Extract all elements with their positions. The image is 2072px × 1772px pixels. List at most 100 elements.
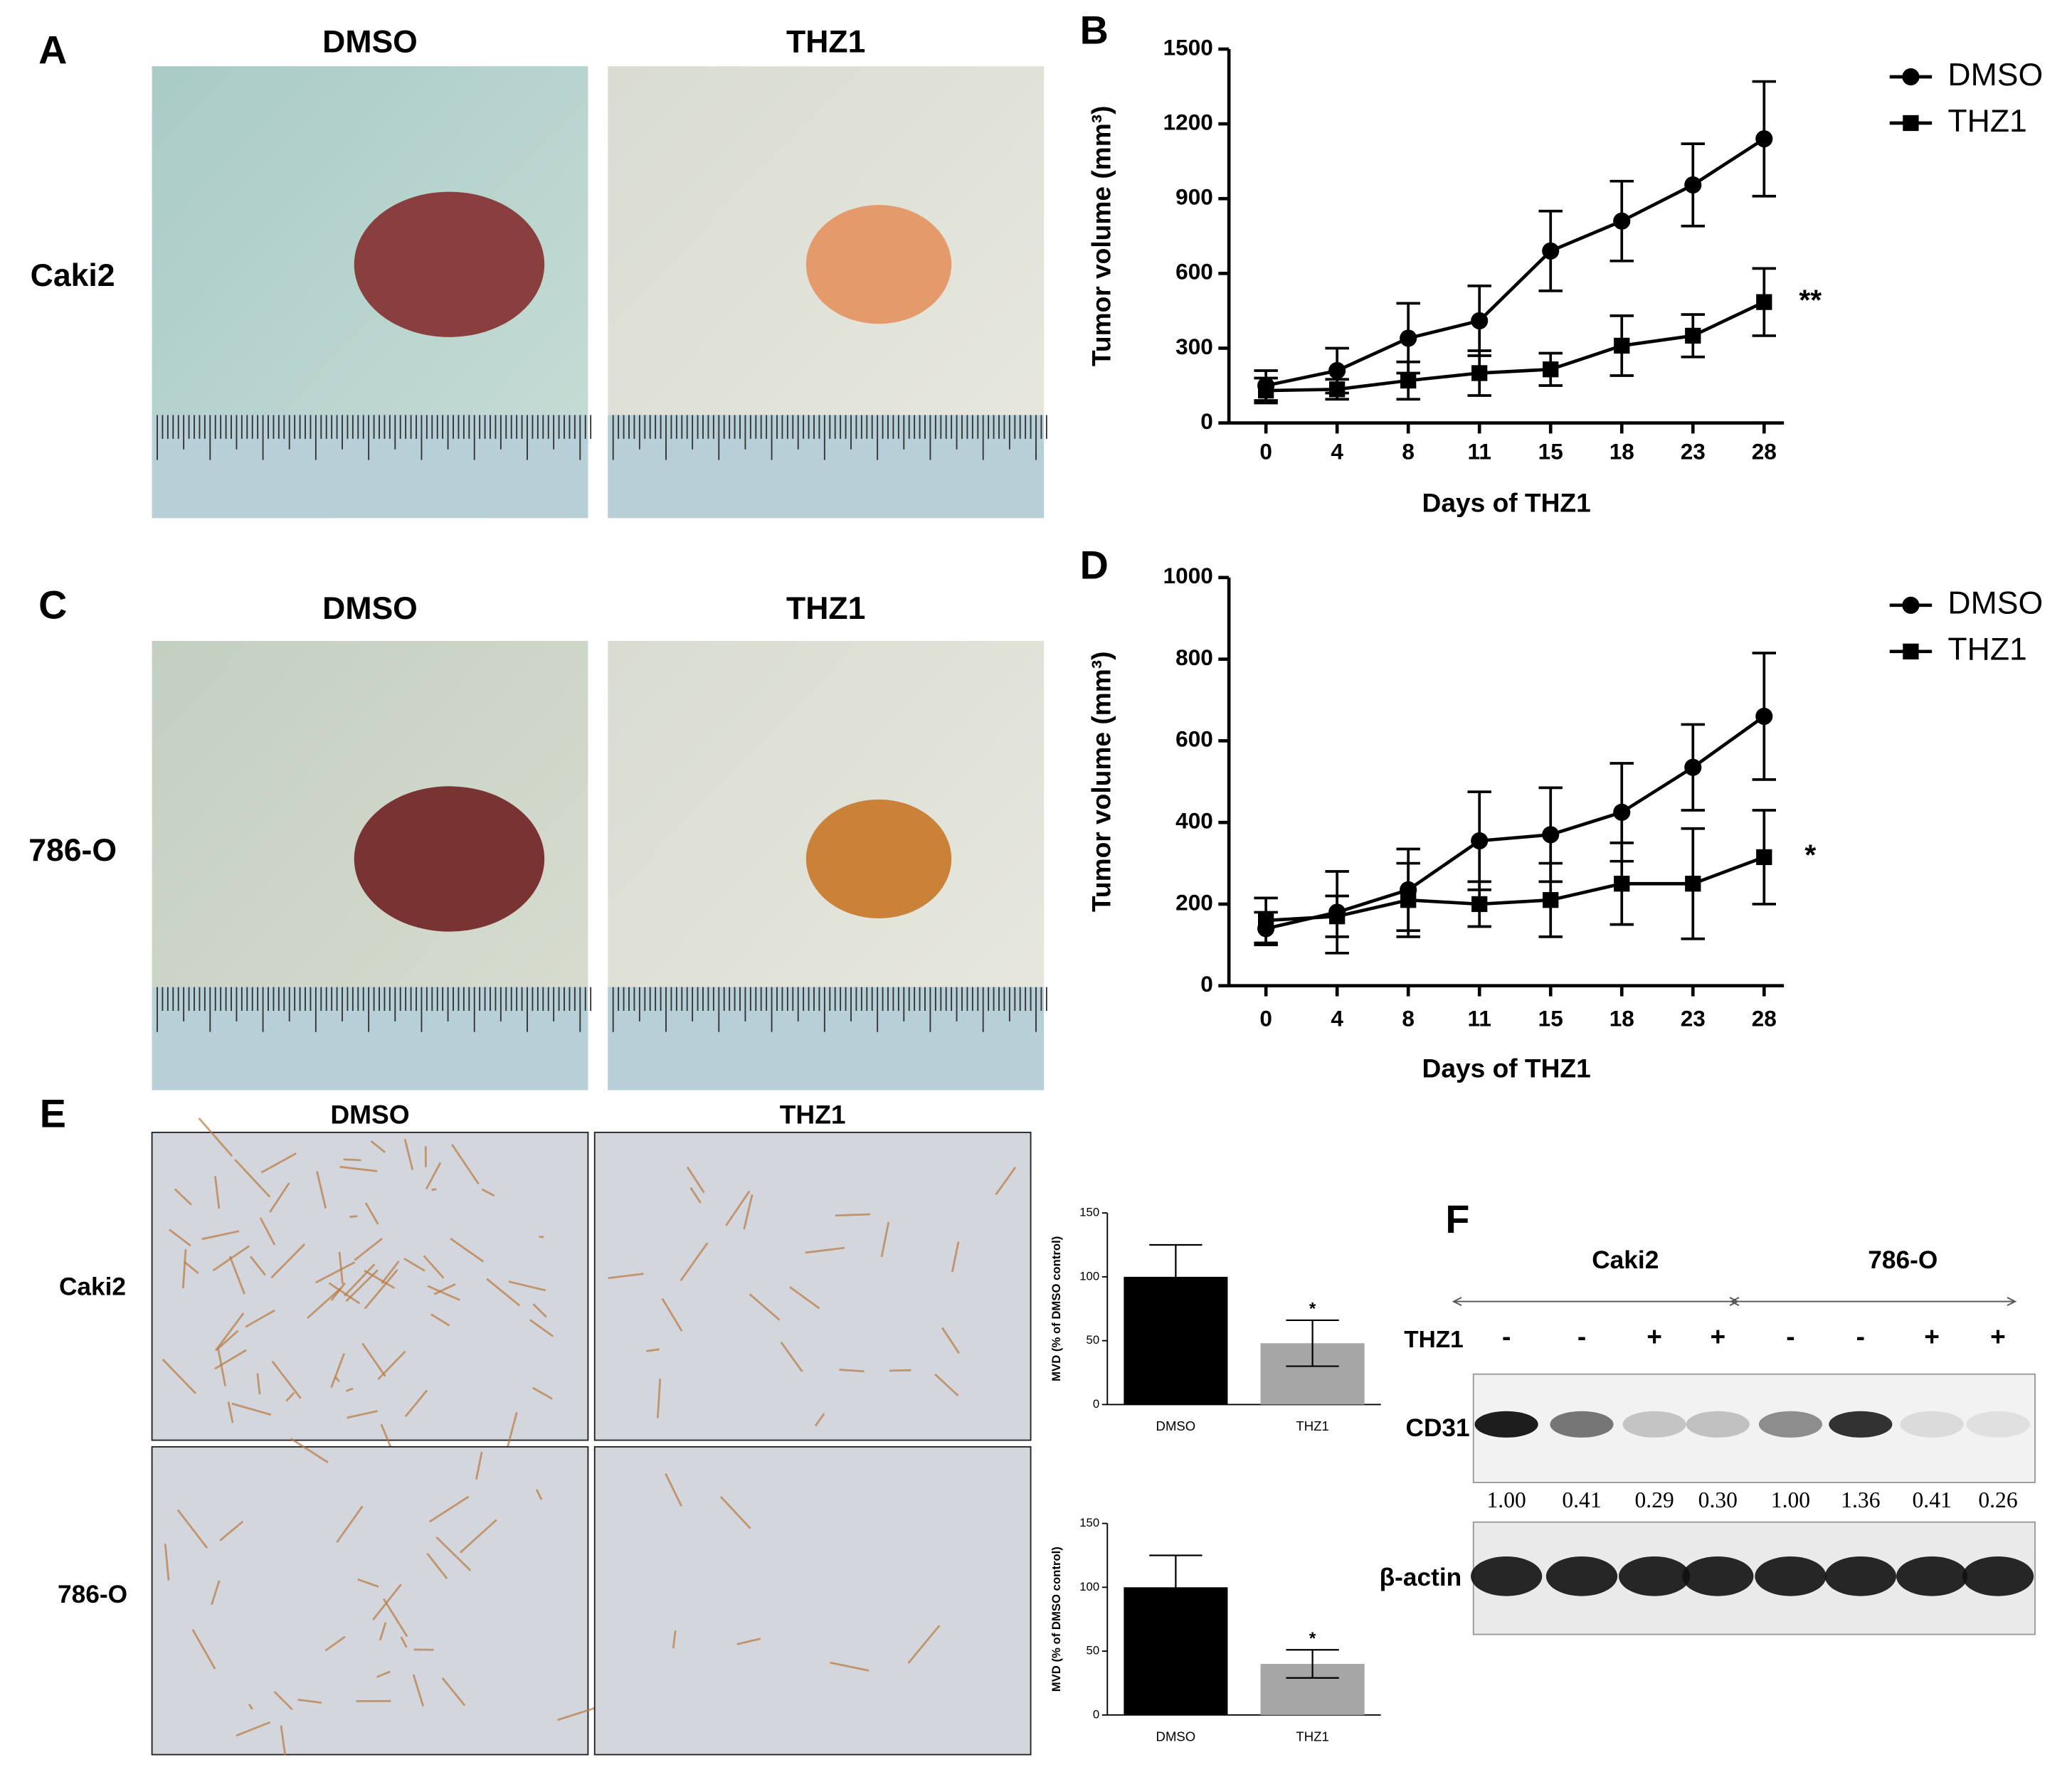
marker: [1258, 912, 1274, 929]
band-actin: [1824, 1556, 1896, 1596]
treatment-sign: +: [1990, 1321, 2006, 1351]
stain: [357, 1578, 379, 1588]
stain: [377, 1350, 406, 1381]
stain: [174, 1188, 192, 1206]
stain: [338, 1251, 344, 1285]
stain: [423, 1255, 445, 1279]
stain: [354, 1238, 383, 1261]
panel-label: F: [1445, 1197, 1469, 1241]
stain: [270, 1243, 306, 1279]
stain: [665, 1473, 682, 1507]
x-tick-label: 23: [1681, 439, 1706, 465]
stain: [191, 1628, 216, 1670]
stain: [345, 1269, 379, 1303]
x-tick-label: 11: [1468, 1005, 1491, 1031]
ruler: [608, 415, 1045, 519]
marker: [1543, 892, 1559, 908]
band-actin: [1896, 1556, 1968, 1596]
marker: [1329, 381, 1346, 398]
stain: [227, 1401, 234, 1423]
row-label: Caki2: [59, 1273, 126, 1300]
stain: [450, 1238, 485, 1263]
stain: [430, 1313, 450, 1327]
stain: [259, 1217, 276, 1246]
error-bar: [1149, 1554, 1202, 1620]
ihc-image: [151, 1131, 589, 1441]
stain: [686, 1166, 705, 1194]
stain: [339, 1165, 378, 1172]
stain: [661, 1298, 683, 1332]
stain: [372, 1583, 402, 1620]
stain: [689, 1187, 702, 1204]
stain: [814, 1413, 825, 1427]
column-header: DMSO: [322, 591, 418, 626]
error-bar: [1149, 1243, 1202, 1310]
stain: [231, 1402, 272, 1416]
legend-label: THZ1: [1947, 632, 2026, 667]
stain: [433, 1283, 456, 1295]
y-tick-label: 900: [1175, 184, 1213, 210]
stain: [216, 1330, 239, 1351]
marker: [1258, 382, 1274, 399]
y-tick-label: 50: [1087, 1333, 1100, 1347]
band-actin: [1619, 1556, 1691, 1596]
series-line: [1266, 855, 1765, 923]
quantification: 1.00: [1771, 1487, 1810, 1512]
stain: [316, 1171, 327, 1209]
stain: [557, 1707, 597, 1721]
stain: [211, 1580, 221, 1606]
y-tick-label: 1500: [1163, 34, 1213, 60]
x-tick-label: 4: [1331, 439, 1343, 465]
legend-label: DMSO: [1947, 586, 2043, 621]
marker: [1471, 896, 1488, 913]
legend-marker: [1902, 68, 1920, 86]
y-tick-label: 200: [1175, 889, 1213, 915]
y-tick-label: 600: [1175, 259, 1213, 285]
band-cd31: [1758, 1411, 1822, 1438]
stain: [234, 1159, 271, 1198]
stain: [245, 1309, 275, 1328]
stain: [508, 1280, 546, 1292]
stain: [198, 1117, 233, 1157]
y-tick-label: 150: [1079, 1516, 1099, 1529]
stain: [951, 1241, 960, 1273]
stain: [428, 1495, 470, 1523]
stain: [285, 1391, 295, 1402]
tumor: [354, 191, 545, 337]
row-label: 786-O: [28, 833, 117, 868]
treatment-sign: -: [1786, 1321, 1794, 1351]
stain: [736, 1638, 761, 1645]
marker: [1329, 908, 1346, 925]
y-axis-title: Tumor volume (mm³): [1087, 652, 1116, 912]
stain: [290, 1438, 329, 1463]
annotation: **: [1799, 283, 1822, 316]
y-axis-title: Tumor volume (mm³): [1087, 106, 1116, 366]
marker: [1400, 892, 1417, 908]
legend-marker: [1903, 643, 1919, 659]
stain: [228, 1256, 245, 1295]
stain: [426, 1552, 448, 1579]
stain: [404, 1389, 428, 1418]
stain: [380, 1423, 393, 1451]
series-line: [1265, 137, 1765, 388]
marker: [1328, 361, 1346, 380]
tumor: [805, 799, 952, 918]
stain: [725, 1190, 751, 1226]
stain: [214, 1176, 221, 1209]
marker: [1542, 242, 1560, 260]
stain: [645, 1348, 660, 1352]
band-cd31: [1474, 1411, 1538, 1438]
error-bar: [1286, 1319, 1339, 1367]
annotation: *: [1309, 1299, 1316, 1318]
x-tick-label: 15: [1538, 1005, 1563, 1031]
legend-label: DMSO: [1947, 58, 2043, 92]
x-tick-label: 4: [1331, 1005, 1343, 1031]
y-tick-label: 1000: [1163, 563, 1213, 588]
stain: [486, 1278, 521, 1307]
stain: [907, 1625, 941, 1664]
treatment-sign: +: [1710, 1321, 1725, 1351]
y-tick-label: 0: [1093, 1707, 1099, 1721]
x-tick-label: THZ1: [1296, 1418, 1328, 1433]
stain: [324, 1635, 346, 1652]
